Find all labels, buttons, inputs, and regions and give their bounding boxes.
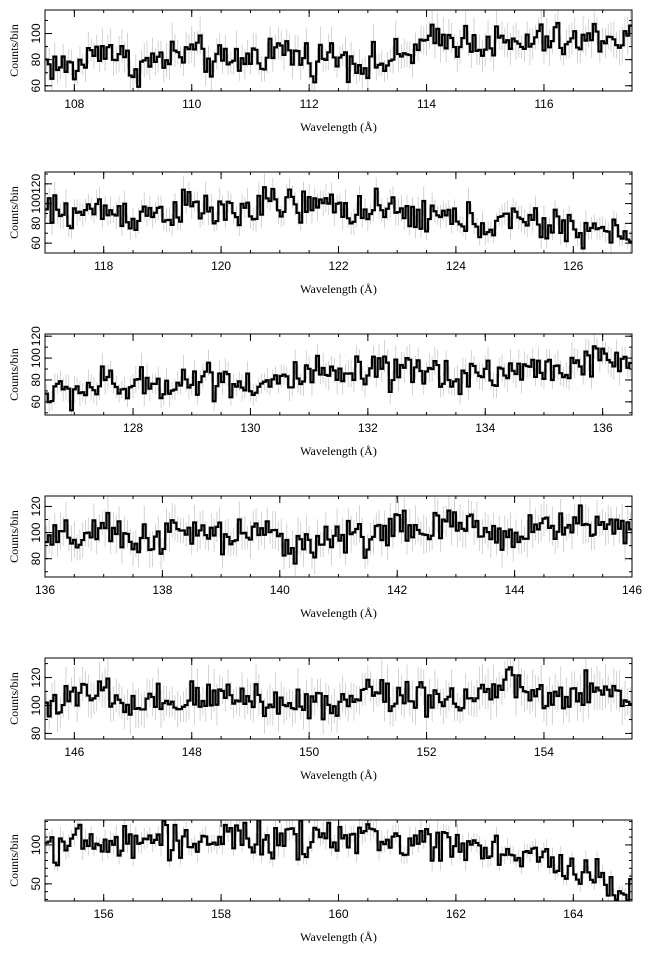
- y-axis-label: Counts/bin: [7, 24, 21, 77]
- y-tick-label: 80: [29, 216, 43, 230]
- y-tick-label: 120: [29, 667, 43, 687]
- x-tick-label: 124: [446, 259, 466, 273]
- x-tick-label: 134: [475, 421, 495, 435]
- x-axis-label: Wavelength (Å): [300, 606, 377, 620]
- x-tick-label: 154: [534, 745, 554, 759]
- spectrum-histogram: [45, 504, 632, 565]
- x-tick-label: 136: [593, 421, 613, 435]
- y-tick-label: 80: [29, 373, 43, 387]
- spectrum-panel-6: 156 158 160 162 164 50 100 Wavelength (Å) Counts…: [7, 819, 633, 944]
- y-tick-label: 100: [29, 23, 43, 43]
- spectrum-histogram: [45, 345, 632, 412]
- x-tick-label: 130: [240, 421, 260, 435]
- x-tick-label: 122: [328, 259, 348, 273]
- x-tick-label: 162: [446, 907, 466, 921]
- x-tick-label: 140: [270, 583, 290, 597]
- x-axis-label: Wavelength (Å): [300, 930, 377, 944]
- x-axis-label: Wavelength (Å): [300, 444, 377, 458]
- x-tick-label: 120: [211, 259, 231, 273]
- plot-area: [45, 496, 632, 577]
- y-axis-label: Counts/bin: [7, 834, 21, 887]
- x-tick-label: 136: [35, 583, 55, 597]
- x-tick-label: 118: [94, 259, 113, 273]
- y-tick-label: 60: [29, 395, 43, 409]
- plot-area: [45, 334, 632, 415]
- x-tick-label: 108: [64, 97, 84, 111]
- x-tick-label: 150: [299, 745, 319, 759]
- x-tick-label: 126: [563, 259, 583, 273]
- x-tick-label: 116: [534, 97, 553, 111]
- x-tick-label: 132: [358, 421, 378, 435]
- spectrum-panel-4: 136 138 140 142 144 146 80 100 120 Wavelength (Å)…: [7, 495, 642, 620]
- y-tick-label: 100: [29, 348, 43, 368]
- spectrum-histogram: [45, 21, 632, 88]
- spectrum-histogram: [45, 820, 632, 901]
- y-axis-label: Counts/bin: [7, 186, 21, 239]
- plot-area: [45, 820, 632, 901]
- y-tick-label: 100: [29, 835, 43, 855]
- spectrum-panel-1: 108 110 112 114 116 60 80 100 Wavelength (Å) Coun…: [7, 9, 633, 134]
- y-tick-label: 80: [29, 552, 43, 566]
- x-tick-label: 128: [123, 421, 143, 435]
- y-tick-label: 100: [29, 695, 43, 715]
- y-tick-label: 120: [29, 174, 43, 194]
- plot-area: [45, 658, 632, 735]
- spectrum-panel-3: 128 130 132 134 136 60 80 100 120 Wavelength (Å) C…: [7, 326, 633, 458]
- x-tick-label: 148: [182, 745, 202, 759]
- y-tick-label: 50: [29, 877, 43, 891]
- x-tick-label: 156: [94, 907, 114, 921]
- x-tick-label: 160: [328, 907, 348, 921]
- y-tick-label: 80: [29, 726, 43, 740]
- y-tick-label: 120: [29, 496, 43, 516]
- plot-area: [45, 10, 632, 91]
- spectrum-panel-5: 146 148 150 152 154 80 100 120 Wavelength (Å) Cou…: [7, 657, 633, 782]
- x-tick-label: 110: [182, 97, 201, 111]
- x-tick-label: 164: [563, 907, 583, 921]
- x-tick-label: 158: [211, 907, 231, 921]
- x-tick-label: 144: [505, 583, 525, 597]
- x-axis-label: Wavelength (Å): [300, 282, 377, 296]
- plot-area: [45, 173, 632, 253]
- y-axis-label: Counts/bin: [7, 672, 21, 725]
- x-tick-label: 152: [417, 745, 437, 759]
- x-tick-label: 114: [417, 97, 436, 111]
- x-tick-label: 142: [387, 583, 407, 597]
- x-tick-label: 146: [64, 745, 84, 759]
- x-axis-label: Wavelength (Å): [300, 120, 377, 134]
- error-bars: [45, 10, 632, 91]
- x-tick-label: 138: [152, 583, 172, 597]
- y-tick-label: 80: [29, 53, 43, 67]
- y-tick-label: 100: [29, 522, 43, 542]
- x-axis-label: Wavelength (Å): [300, 768, 377, 782]
- y-tick-label: 60: [29, 79, 43, 93]
- x-tick-label: 112: [300, 97, 319, 111]
- x-tick-label: 146: [622, 583, 642, 597]
- error-bars: [45, 173, 632, 253]
- spectrum-histogram: [45, 666, 632, 721]
- y-axis-label: Counts/bin: [7, 510, 21, 563]
- y-tick-label: 120: [29, 326, 43, 346]
- y-axis-label: Counts/bin: [7, 348, 21, 401]
- spectrum-histogram: [45, 186, 632, 250]
- y-tick-label: 60: [29, 236, 43, 250]
- y-tick-label: 100: [29, 193, 43, 213]
